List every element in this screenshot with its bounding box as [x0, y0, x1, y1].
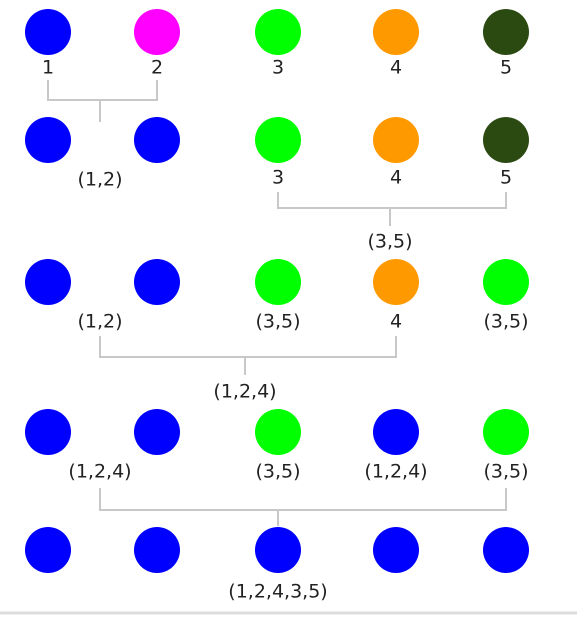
merge-label: (3,5) — [367, 231, 412, 253]
node — [134, 409, 180, 455]
node-label: (1,2) — [77, 311, 122, 333]
node — [134, 9, 180, 55]
node — [25, 527, 71, 573]
node-label: 2 — [151, 57, 163, 79]
node-label: 1 — [42, 57, 54, 79]
node-label: 5 — [500, 57, 512, 79]
node-label: (3,5) — [255, 461, 300, 483]
node-label: (1,2,4,3,5) — [228, 581, 327, 603]
node — [373, 527, 419, 573]
node — [134, 259, 180, 305]
node-label: (1,2) — [77, 169, 122, 191]
node — [483, 527, 529, 573]
node — [483, 9, 529, 55]
bracket — [277, 192, 507, 226]
node-label: (1,2,4) — [364, 461, 427, 483]
node — [255, 409, 301, 455]
node-label: 5 — [500, 167, 512, 189]
node — [483, 409, 529, 455]
node — [255, 117, 301, 163]
bracket — [99, 488, 507, 526]
node — [483, 259, 529, 305]
node-label: 3 — [272, 167, 284, 189]
node-label: 4 — [390, 167, 402, 189]
node-label: 4 — [390, 311, 402, 333]
node-label: 4 — [390, 57, 402, 79]
node — [25, 9, 71, 55]
node — [373, 117, 419, 163]
node — [25, 259, 71, 305]
node-label: (3,5) — [483, 461, 528, 483]
bracket — [47, 80, 158, 122]
node — [255, 9, 301, 55]
merge-label: (1,2,4) — [213, 381, 276, 403]
bracket — [99, 336, 397, 375]
node-label: 3 — [272, 57, 284, 79]
node — [134, 117, 180, 163]
node — [483, 117, 529, 163]
node — [25, 117, 71, 163]
node — [255, 527, 301, 573]
node — [25, 409, 71, 455]
node — [134, 527, 180, 573]
node-label: (3,5) — [483, 311, 528, 333]
node-label: (1,2,4) — [68, 461, 131, 483]
node — [255, 259, 301, 305]
node — [373, 9, 419, 55]
node — [373, 259, 419, 305]
node-label: (3,5) — [255, 311, 300, 333]
node — [373, 409, 419, 455]
